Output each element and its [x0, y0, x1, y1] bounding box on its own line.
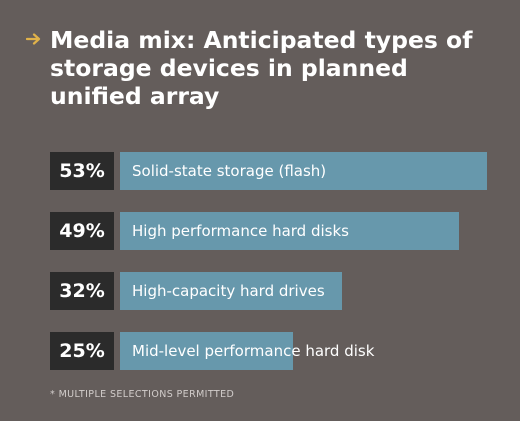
bar: [120, 152, 487, 190]
bar-row: 32% High-capacity hard drives: [50, 272, 490, 310]
category-label: High-capacity hard drives: [132, 282, 325, 300]
chart-title: Media mix: Anticipated types of storage …: [50, 26, 473, 110]
category-label: High performance hard disks: [132, 222, 349, 240]
bar-row: 53% Solid-state storage (flash): [50, 152, 490, 190]
percent-label: 53%: [50, 152, 114, 190]
category-label: Mid-level performance hard disk: [132, 342, 375, 360]
bar: [120, 332, 293, 370]
percent-label: 25%: [50, 332, 114, 370]
percent-label: 49%: [50, 212, 114, 250]
footnote: * MULTIPLE SELECTIONS PERMITTED: [50, 389, 235, 400]
percent-label: 32%: [50, 272, 114, 310]
bar-row: 49% High performance hard disks: [50, 212, 490, 250]
bar-row: 25% Mid-level performance hard disk: [50, 332, 490, 370]
arrow-right-icon: [26, 33, 41, 45]
bar: [120, 272, 342, 310]
category-label: Solid-state storage (flash): [132, 162, 327, 180]
bar-chart: 53% Solid-state storage (flash) 49% High pe…: [50, 152, 490, 372]
bar: [120, 212, 459, 250]
